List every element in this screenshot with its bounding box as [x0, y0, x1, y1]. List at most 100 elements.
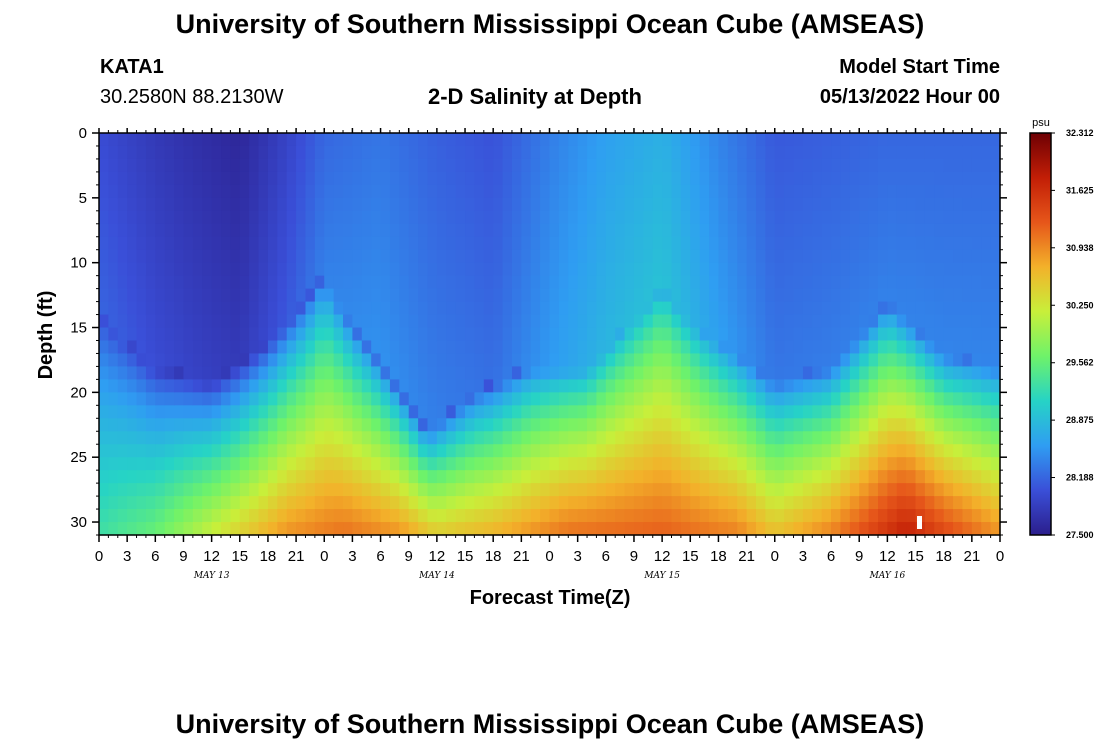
heatmap-cell [436, 288, 447, 303]
heatmap-cell [568, 379, 579, 393]
heatmap-cell [821, 145, 832, 160]
heatmap-cell [587, 223, 598, 238]
heatmap-cell [164, 405, 175, 419]
heatmap-cell [652, 431, 663, 445]
heatmap-cell [483, 431, 494, 445]
heatmap-cell [868, 210, 879, 225]
heatmap-cell [164, 340, 175, 355]
heatmap-cell [99, 353, 109, 368]
heatmap-cell [136, 470, 147, 484]
heatmap-cell [831, 314, 842, 329]
heatmap-cell [333, 522, 344, 536]
heatmap-cell [314, 210, 325, 225]
heatmap-cell [192, 249, 203, 264]
heatmap-cell [802, 483, 813, 497]
heatmap-cell [887, 133, 898, 147]
heatmap-cell [418, 223, 429, 238]
heatmap-cell [399, 275, 410, 290]
heatmap-cell [380, 249, 391, 264]
heatmap-cell [577, 210, 588, 225]
heatmap-cell [296, 379, 307, 393]
heatmap-cell [652, 444, 663, 458]
model-start-label: Model Start Time [839, 56, 1000, 78]
heatmap-cell [727, 288, 738, 303]
heatmap-cell [755, 158, 766, 173]
heatmap-cell [511, 262, 522, 277]
heatmap-cell [465, 314, 476, 329]
heatmap-cell [746, 145, 757, 160]
heatmap-cell [511, 470, 522, 484]
heatmap-cell [934, 444, 945, 458]
heatmap-cell [380, 496, 391, 510]
heatmap-cell [145, 522, 156, 536]
heatmap-cell [436, 457, 447, 471]
heatmap-cell [774, 496, 785, 510]
heatmap-cell [418, 262, 429, 277]
heatmap-cell [896, 301, 907, 316]
heatmap-cell [699, 457, 710, 471]
heatmap-cell [511, 483, 522, 497]
heatmap-cell [915, 314, 926, 329]
heatmap-cell [755, 353, 766, 368]
heatmap-cell [117, 327, 128, 342]
heatmap-cell [568, 249, 579, 264]
heatmap-cell [549, 327, 560, 342]
heatmap-cell [587, 171, 598, 186]
heatmap-cell [549, 236, 560, 251]
heatmap-cell [746, 457, 757, 471]
heatmap-cell [802, 444, 813, 458]
heatmap-cell [699, 418, 710, 432]
heatmap-cell [812, 262, 823, 277]
heatmap-cell [371, 158, 382, 173]
heatmap-cell [230, 340, 241, 355]
heatmap-cell [577, 145, 588, 160]
heatmap-cell [418, 327, 429, 342]
heatmap-cell [605, 509, 616, 523]
heatmap-cell [699, 314, 710, 329]
heatmap-cell [709, 483, 720, 497]
heatmap-cell [943, 496, 954, 510]
heatmap-cell [455, 210, 466, 225]
heatmap-cell [174, 158, 185, 173]
heatmap-cell [934, 133, 945, 147]
heatmap-cell [624, 353, 635, 368]
heatmap-cell [136, 405, 147, 419]
heatmap-cell [286, 418, 297, 432]
heatmap-cell [587, 444, 598, 458]
heatmap-cell [680, 522, 691, 536]
heatmap-cell [868, 223, 879, 238]
heatmap-cell [915, 236, 926, 251]
heatmap-cell [127, 392, 138, 406]
heatmap-cell [774, 340, 785, 355]
heatmap-cell [727, 184, 738, 199]
heatmap-cell [540, 392, 551, 406]
heatmap-cell [840, 288, 851, 303]
heatmap-cell [587, 158, 598, 173]
heatmap-cell [605, 223, 616, 238]
heatmap-cell [174, 275, 185, 290]
y-tick-label: 20 [70, 384, 87, 401]
heatmap-cell [652, 223, 663, 238]
heatmap-cell [877, 197, 888, 212]
heatmap-cell [108, 327, 119, 342]
heatmap-cell [540, 197, 551, 212]
heatmap-cell [962, 457, 973, 471]
heatmap-cell [427, 171, 438, 186]
heatmap-cell [577, 133, 588, 147]
x-tick-label: 9 [855, 548, 863, 565]
heatmap-cell [343, 145, 354, 160]
heatmap-cell [821, 236, 832, 251]
heatmap-cell [877, 431, 888, 445]
heatmap-cell [399, 301, 410, 316]
heatmap-cell [840, 418, 851, 432]
heatmap-cell [840, 483, 851, 497]
heatmap-cell [784, 262, 795, 277]
heatmap-cell [849, 275, 860, 290]
heatmap-cell [877, 133, 888, 147]
heatmap-cell [418, 496, 429, 510]
heatmap-cell [981, 236, 992, 251]
heatmap-cell [521, 418, 532, 432]
heatmap-cell [361, 327, 372, 342]
heatmap-cell [859, 509, 870, 523]
heatmap-cell [136, 301, 147, 316]
